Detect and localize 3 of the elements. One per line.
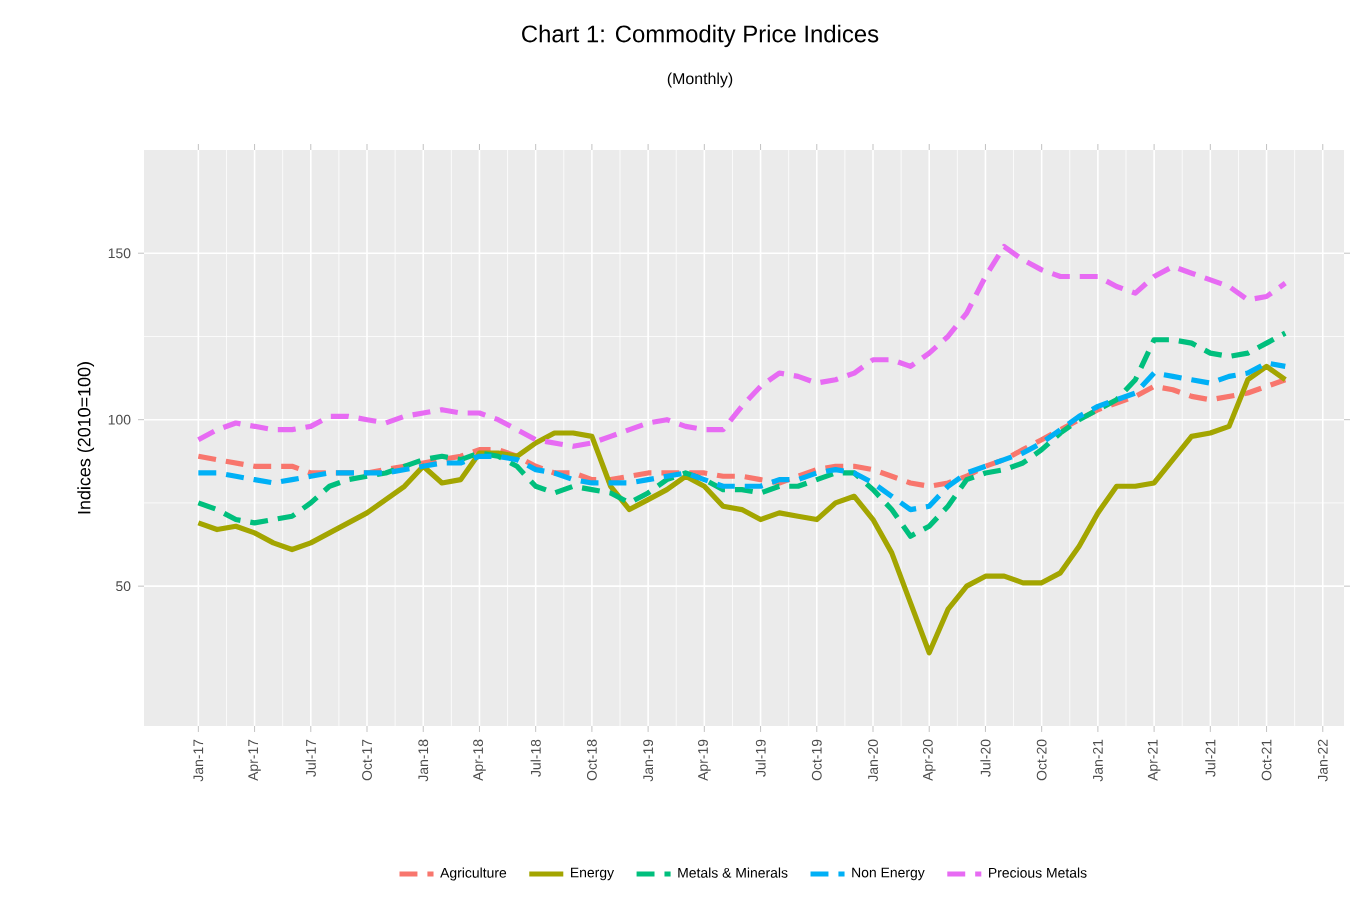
y-axis-title: Indices (2010=100) [77,362,95,514]
chart-title: Chart 1: Commodity Price Indices [522,24,879,48]
line-series [195,363,1288,656]
